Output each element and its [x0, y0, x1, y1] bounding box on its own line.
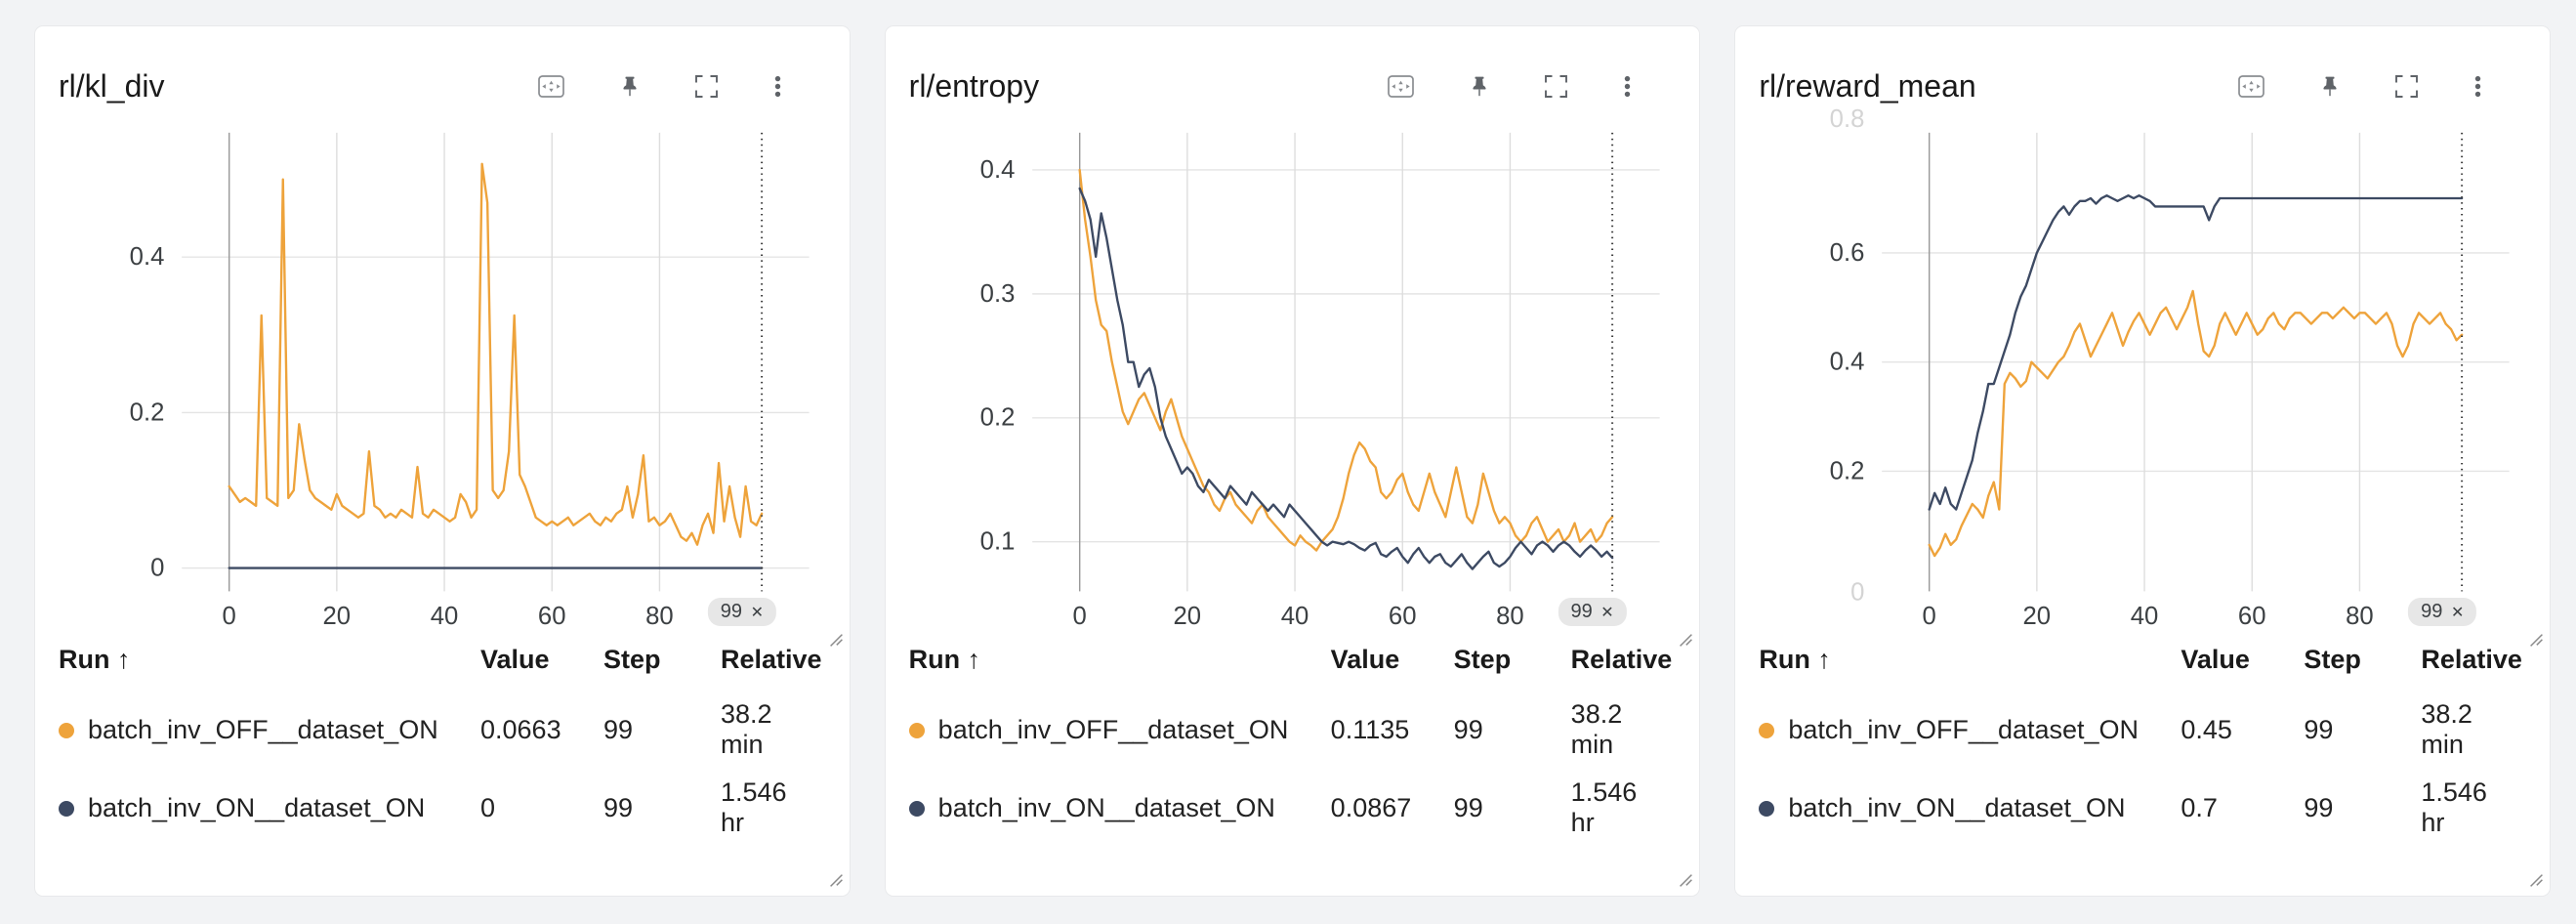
svg-text:0.3: 0.3 — [979, 280, 1015, 308]
svg-text:0.4: 0.4 — [1830, 349, 1865, 376]
svg-text:0: 0 — [150, 554, 164, 581]
svg-text:0.2: 0.2 — [979, 404, 1015, 432]
svg-text:0.8: 0.8 — [1830, 105, 1865, 133]
svg-text:0.2: 0.2 — [130, 399, 165, 426]
svg-text:0.4: 0.4 — [130, 243, 165, 271]
svg-text:0.6: 0.6 — [1830, 239, 1865, 267]
svg-text:0.4: 0.4 — [979, 156, 1015, 184]
svg-text:0: 0 — [1850, 578, 1864, 606]
svg-text:0.2: 0.2 — [1830, 457, 1865, 484]
svg-text:0.1: 0.1 — [979, 528, 1015, 556]
